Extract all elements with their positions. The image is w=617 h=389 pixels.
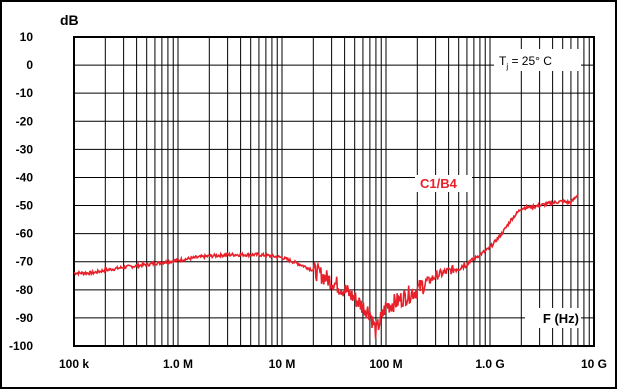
grid [73,36,594,347]
y-tick-label: -80 [16,283,34,297]
y-tick-label: 0 [26,58,33,72]
x-tick-label: 100 M [369,357,402,371]
x-axis-ticks: 100 k 1.0 M 10 M 100 M 1.0 G 10 G [59,357,607,371]
x-tick-label: 1.0 G [475,357,504,371]
x-tick-label: 10 M [269,357,296,371]
annotation-prefix: T [499,54,507,68]
y-tick-label: -30 [16,142,34,156]
y-tick-label: -10 [16,86,34,100]
y-tick-label: -20 [16,114,34,128]
x-tick-label: 1.0 M [163,357,193,371]
y-tick-label: -40 [16,170,34,184]
y-tick-label: 10 [20,30,34,44]
y-tick-label: -60 [16,227,34,241]
series-line [73,194,579,339]
y-tick-label: -90 [16,311,34,325]
x-tick-label: 10 G [581,357,607,371]
temperature-annotation: Tj = 25° C [494,49,581,71]
y-axis-ticks: 10 0 -10 -20 -30 -40 -50 -60 -70 -80 -90 -100 [9,30,33,353]
series-label-bg [415,175,472,192]
x-axis-label: F (Hz) [543,311,579,326]
annotation-suffix: = 25° C [508,54,552,68]
annotation-box [494,49,581,71]
annotation-subscript: j [505,62,508,71]
x-tick-label: 100 k [59,357,89,371]
series-label: C1/B4 [420,176,458,191]
plot-frame [73,36,595,347]
y-tick-label: -100 [9,339,33,353]
y-tick-label: -70 [16,255,34,269]
series-group: C1/B4 [73,175,579,339]
annotation-text: Tj = 25° C [499,54,552,71]
y-tick-label: -50 [16,199,34,213]
y-axis-label: dB [60,12,79,28]
xlabel-background [525,308,581,328]
